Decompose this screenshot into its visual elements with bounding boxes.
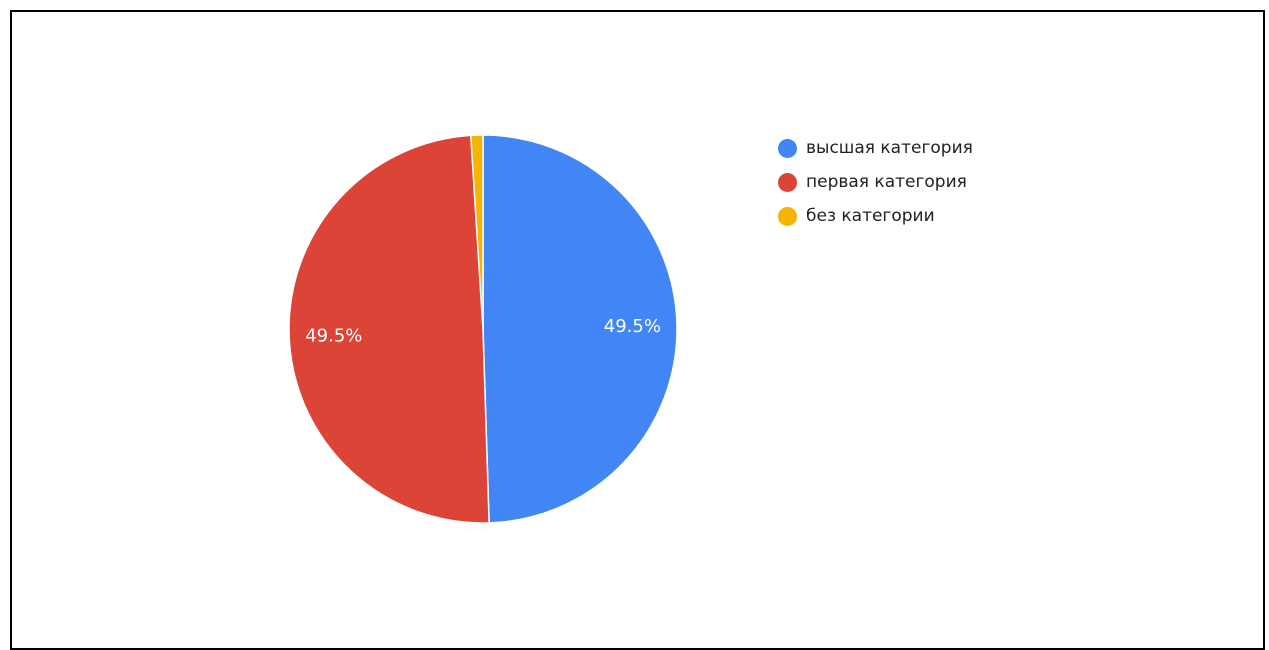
pie-slice-bez[interactable]: [470, 134, 484, 330]
legend-item-pervaya[interactable]: первая категория: [778, 165, 973, 199]
pie-data-labels: 49.5% 49.5%: [305, 316, 661, 346]
pie-slices: [288, 134, 678, 524]
pie-slice-pervaya[interactable]: [288, 134, 490, 524]
pie-slice-vysshaya[interactable]: [482, 134, 678, 524]
legend-label-pervaya: первая категория: [806, 172, 967, 192]
legend-swatch-pervaya: [778, 172, 797, 192]
legend: высшая категория первая категория без ка…: [778, 131, 973, 233]
legend-item-bez[interactable]: без категории: [778, 199, 973, 233]
data-label-vysshaya: 49.5%: [604, 316, 661, 337]
legend-label-bez: без категории: [806, 206, 935, 226]
legend-item-vysshaya[interactable]: высшая категория: [778, 131, 973, 165]
legend-swatch-bez: [778, 206, 797, 226]
legend-swatch-vysshaya: [778, 138, 797, 158]
data-label-pervaya: 49.5%: [305, 326, 362, 347]
legend-label-vysshaya: высшая категория: [806, 138, 973, 158]
